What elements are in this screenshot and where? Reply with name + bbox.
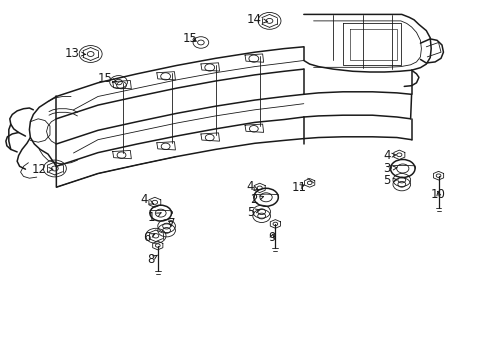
Text: 6: 6 <box>143 231 155 244</box>
Text: 9: 9 <box>268 231 276 244</box>
Text: 8: 8 <box>147 253 157 266</box>
Text: 7: 7 <box>168 217 175 230</box>
Text: 10: 10 <box>431 188 446 201</box>
Text: 15: 15 <box>183 32 197 45</box>
Text: 14: 14 <box>246 13 268 26</box>
Text: 15: 15 <box>98 72 117 85</box>
Text: 3: 3 <box>383 162 397 175</box>
Text: 13: 13 <box>65 47 86 60</box>
Text: 4: 4 <box>383 149 396 162</box>
Text: 11: 11 <box>292 181 306 194</box>
Text: 12: 12 <box>32 163 53 176</box>
Text: 2: 2 <box>250 193 264 206</box>
Text: 1: 1 <box>148 211 161 224</box>
Text: 5: 5 <box>247 206 260 219</box>
Text: 4: 4 <box>141 193 154 206</box>
Text: 5: 5 <box>383 174 397 187</box>
Text: 4: 4 <box>246 180 258 193</box>
